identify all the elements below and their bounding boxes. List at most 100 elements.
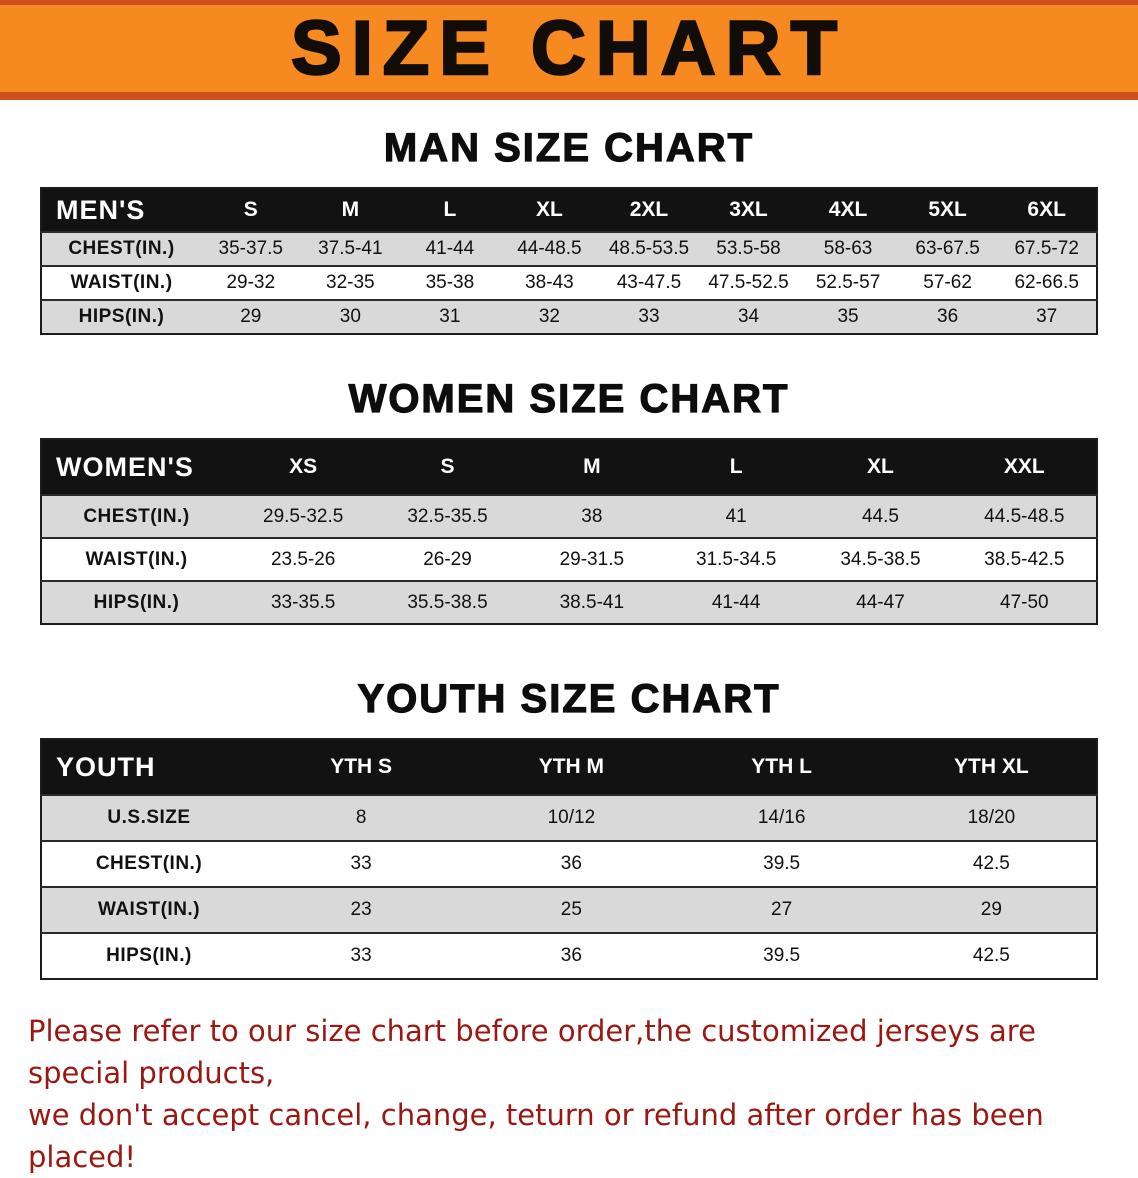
size-value-cell: 57-62 <box>923 272 972 293</box>
measurement-row-label: U.S.SIZE <box>107 807 191 828</box>
size-value-cell: 38-43 <box>525 272 574 293</box>
measurement-row-label: WAIST(IN.) <box>97 899 201 920</box>
size-value-cell: 34 <box>737 306 760 327</box>
size-value-cell: 33 <box>350 853 372 874</box>
size-column-header: YTH M <box>538 755 605 778</box>
size-column-header: XXL <box>1003 455 1045 478</box>
measurement-row-label: HIPS(IN.) <box>106 945 192 966</box>
size-value-cell: 63-67.5 <box>915 238 980 259</box>
size-value-cell: 10/12 <box>547 807 596 828</box>
men-size-section: MAN SIZE CHART MEN'S S M L XL 2XL 3XL 4XL 5XL 6XL… <box>0 125 1138 335</box>
size-value-cell: 33 <box>638 306 660 327</box>
size-value-cell: 37.5-41 <box>318 238 383 259</box>
size-value-cell: 42.5 <box>972 945 1010 966</box>
size-value-cell: 53.5-58 <box>716 238 781 259</box>
size-value-cell: 35.5-38.5 <box>407 591 488 613</box>
size-value-cell: 32 <box>538 306 560 327</box>
youth-size-table: YOUTH YTH S YTH M YTH L YTH XL U.S.SIZE 8 10/12… <box>40 738 1098 980</box>
size-column-header: XL <box>535 198 563 221</box>
size-value-cell: 8 <box>355 807 367 828</box>
women-size-section: WOMEN SIZE CHART WOMEN'S XS S M L XL XXL CHEST(… <box>0 376 1138 625</box>
size-value-cell: 31 <box>439 306 461 327</box>
size-value-cell: 34.5-38.5 <box>840 548 921 570</box>
table-row: WAIST(IN.) 23.5-26 26-29 29-31.5 31.5-34.5 34… <box>41 538 1097 581</box>
size-value-cell: 31.5-34.5 <box>696 548 777 570</box>
size-column-header: S <box>243 198 258 221</box>
size-value-cell: 39.5 <box>763 853 801 874</box>
size-column-header: M <box>341 198 360 221</box>
size-value-cell: 41 <box>725 505 747 527</box>
table-corner-label: MEN'S <box>56 194 146 225</box>
table-header-row: MEN'S S M L XL 2XL 3XL 4XL 5XL 6XL <box>41 188 1097 232</box>
size-column-header: YTH L <box>751 755 812 778</box>
men-size-table: MEN'S S M L XL 2XL 3XL 4XL 5XL 6XL CHEST(IN.) 35-37… <box>40 187 1098 335</box>
size-value-cell: 58-63 <box>823 238 873 259</box>
table-row: WAIST(IN.) 23 25 27 29 <box>41 887 1097 933</box>
size-column-header: L <box>443 198 457 221</box>
measurement-row-label: WAIST(IN.) <box>70 272 173 293</box>
size-value-cell: 14/16 <box>757 807 806 828</box>
size-column-header: XL <box>867 455 894 478</box>
size-value-cell: 38.5-42.5 <box>984 548 1065 570</box>
size-column-header: 2XL <box>629 198 669 221</box>
size-value-cell: 44.5-48.5 <box>984 505 1065 527</box>
size-value-cell: 42.5 <box>972 853 1010 874</box>
size-value-cell: 32.5-35.5 <box>407 505 488 527</box>
table-header-row: WOMEN'S XS S M L XL XXL <box>41 439 1097 495</box>
measurement-row-label: WAIST(IN.) <box>85 548 188 570</box>
size-value-cell: 29 <box>980 899 1002 920</box>
size-value-cell: 37 <box>1036 306 1058 327</box>
size-value-cell: 44-48.5 <box>517 238 582 259</box>
size-value-cell: 38 <box>581 505 603 527</box>
women-section-heading: WOMEN SIZE CHART <box>348 376 790 421</box>
size-value-cell: 25 <box>560 899 582 920</box>
size-value-cell: 32-35 <box>326 272 375 293</box>
size-column-header: YTH XL <box>954 755 1029 778</box>
banner-title: SIZE CHART <box>290 5 847 91</box>
table-row: U.S.SIZE 8 10/12 14/16 18/20 <box>41 795 1097 841</box>
size-value-cell: 29-32 <box>226 272 276 293</box>
measurement-row-label: CHEST(IN.) <box>95 853 203 874</box>
table-corner-label: YOUTH <box>56 751 156 782</box>
table-corner-label: WOMEN'S <box>56 451 194 482</box>
size-column-header: M <box>583 455 601 478</box>
size-value-cell: 26-29 <box>423 548 472 570</box>
measurement-row-label: CHEST(IN.) <box>68 238 175 259</box>
size-value-cell: 23.5-26 <box>270 548 336 570</box>
size-value-cell: 30 <box>339 306 361 327</box>
table-row: HIPS(IN.) 29 30 31 32 33 34 35 36 37 <box>41 300 1097 334</box>
men-section-heading: MAN SIZE CHART <box>383 125 755 170</box>
measurement-row-label: HIPS(IN.) <box>78 306 165 327</box>
size-value-cell: 29 <box>240 306 262 327</box>
size-value-cell: 41-44 <box>425 238 475 259</box>
size-value-cell: 39.5 <box>763 945 801 966</box>
table-row: CHEST(IN.) 33 36 39.5 42.5 <box>41 841 1097 887</box>
size-value-cell: 44-47 <box>856 591 905 613</box>
size-value-cell: 43-47.5 <box>616 272 682 293</box>
size-column-header: L <box>729 455 743 478</box>
size-value-cell: 36 <box>560 945 582 966</box>
size-value-cell: 29-31.5 <box>559 548 625 570</box>
note-line-2: we don't accept cancel, change, teturn o… <box>28 1098 1044 1175</box>
size-value-cell: 29.5-32.5 <box>263 505 344 527</box>
measurement-row-label: HIPS(IN.) <box>93 591 180 613</box>
note-line-1: Please refer to our size chart before or… <box>28 1014 1036 1091</box>
size-value-cell: 36 <box>937 306 959 327</box>
size-value-cell: 23 <box>350 899 372 920</box>
size-value-cell: 47-50 <box>1000 591 1049 613</box>
youth-size-section: YOUTH SIZE CHART YOUTH YTH S YTH M YTH L YTH… <box>0 676 1138 980</box>
size-value-cell: 27 <box>771 899 793 920</box>
order-policy-note: Please refer to our size chart before or… <box>28 1010 1120 1178</box>
size-chart-banner: SIZE CHART <box>0 0 1138 100</box>
size-value-cell: 35-37.5 <box>218 238 283 259</box>
youth-section-heading: YOUTH SIZE CHART <box>357 676 781 721</box>
size-value-cell: 67.5-72 <box>1014 238 1079 259</box>
measurement-row-label: CHEST(IN.) <box>83 505 190 527</box>
table-row: CHEST(IN.) 29.5-32.5 32.5-35.5 38 41 44.5 44.5… <box>41 495 1097 538</box>
size-column-header: XS <box>289 455 318 478</box>
size-value-cell: 18/20 <box>967 807 1016 828</box>
size-column-header: YTH S <box>330 755 393 778</box>
table-row: WAIST(IN.) 29-32 32-35 35-38 38-43 43-47.5 47.… <box>41 266 1097 300</box>
size-value-cell: 62-66.5 <box>1014 272 1079 293</box>
table-row: HIPS(IN.) 33 36 39.5 42.5 <box>41 933 1097 979</box>
